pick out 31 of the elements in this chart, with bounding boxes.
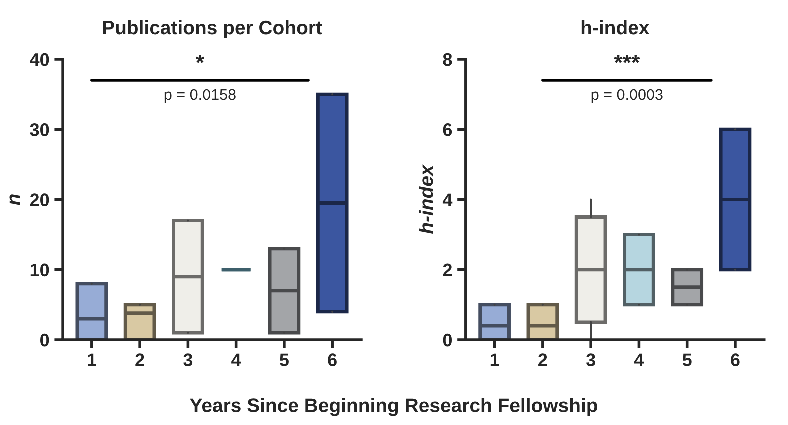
x-tick-label: 1 [88, 354, 96, 366]
x-axis-title: Years Since Beginning Research Fellowship [190, 398, 598, 416]
annotation: *** [614, 55, 640, 64]
x-tick-label: 5 [682, 354, 692, 366]
y-tick-label: 20 [30, 194, 50, 206]
annotation: p = 0.0003 [592, 89, 663, 104]
annotation: * [196, 55, 205, 64]
x-tick-label: 2 [136, 354, 144, 366]
x-tick-label: 6 [731, 354, 740, 366]
x-tick-label: 2 [538, 354, 548, 366]
x-tick-label: 4 [232, 354, 242, 366]
y-tick-label: 6 [443, 124, 452, 136]
x-tick-label: 1 [490, 354, 500, 366]
x-tick-label: 4 [634, 354, 644, 366]
x-tick-label: 6 [328, 354, 337, 366]
chart-title: h-index [582, 20, 650, 35]
y-tick-label: 2 [443, 264, 452, 276]
y-axis-title: h-index [419, 164, 434, 234]
y-tick-label: 40 [30, 53, 50, 66]
x-tick-label: 3 [184, 354, 193, 366]
y-tick-label: 0 [443, 334, 452, 347]
y-axis-title: n [10, 194, 20, 206]
annotation: p = 0.0158 [164, 89, 236, 104]
y-tick-label: 30 [30, 124, 50, 136]
y-tick-label: 0 [40, 334, 50, 347]
y-tick-label: 4 [442, 194, 453, 206]
chart-title: Publications per Cohort [103, 20, 322, 39]
y-tick-label: 10 [30, 264, 50, 277]
x-tick-label: 3 [586, 354, 596, 366]
y-tick-label: 8 [443, 53, 452, 66]
x-tick-label: 5 [280, 354, 289, 366]
